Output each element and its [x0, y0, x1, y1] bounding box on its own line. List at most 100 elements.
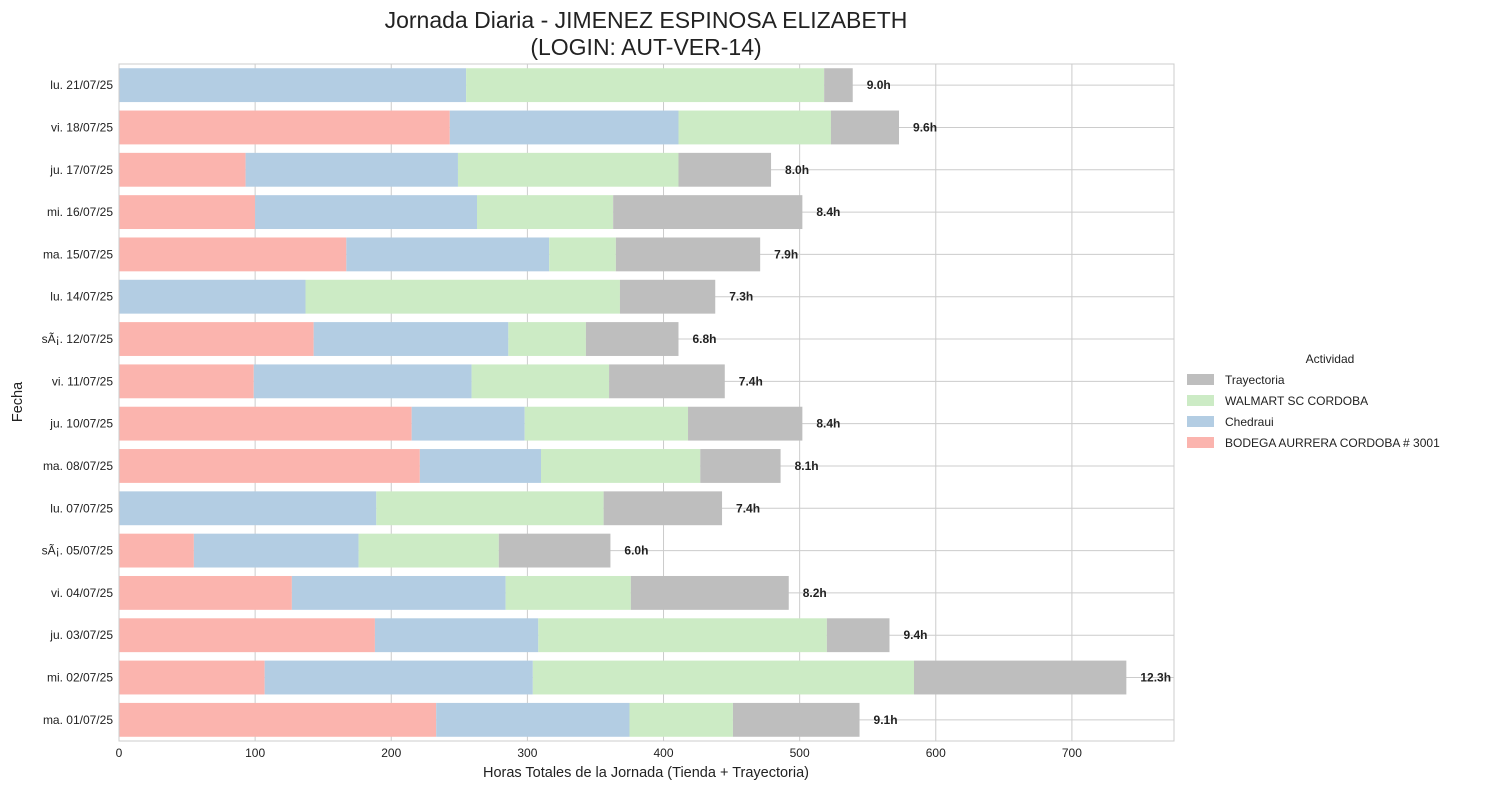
bar-segment [119, 195, 256, 230]
y-tick-label: ju. 10/07/25 [49, 417, 113, 431]
bar-total-label: 7.3h [729, 290, 753, 304]
bar-total-label: 8.4h [816, 205, 840, 219]
y-tick-label: ma. 08/07/25 [43, 459, 113, 473]
bar-segment [119, 406, 412, 441]
bar-segment [119, 364, 254, 399]
bar-segment [253, 364, 472, 399]
bar-segment [119, 322, 314, 356]
y-tick-label: lu. 21/07/25 [50, 78, 113, 92]
bar-segment [119, 152, 246, 187]
y-tick-label: ma. 01/07/25 [43, 713, 113, 727]
bar-total-label: 9.1h [874, 713, 898, 727]
y-tick-label: sÃ¡. 05/07/25 [42, 544, 114, 558]
x-tick-label: 100 [245, 746, 265, 760]
bar-segment [466, 68, 825, 103]
bar-segment [629, 702, 733, 737]
bar-segment [264, 660, 533, 695]
bar-segment [505, 575, 631, 610]
legend: Actividad Trayectoria WALMART SC CORDOBA C… [1187, 352, 1440, 450]
bar-total-label: 8.2h [803, 586, 827, 600]
bar-segment [508, 322, 586, 356]
bar-total-label: 6.0h [624, 544, 648, 558]
bar-segment [457, 152, 679, 187]
bar-segment [305, 279, 620, 314]
bar-segment [358, 533, 499, 568]
bar-segment [678, 152, 772, 187]
bar-total-label: 8.4h [816, 417, 840, 431]
bar-segment [549, 237, 616, 272]
legend-swatch [1187, 374, 1214, 385]
y-tick-label: sÃ¡. 12/07/25 [42, 332, 114, 346]
chart-title: Jornada Diaria - JIMENEZ ESPINOSA ELIZAB… [385, 7, 908, 33]
bar-segment [119, 618, 375, 653]
y-tick-label: vi. 18/07/25 [51, 120, 113, 134]
bar-segment [498, 533, 611, 568]
bar-total-label: 9.0h [867, 78, 891, 92]
bar-segment [119, 660, 265, 695]
bar-segment [471, 364, 610, 399]
bars [119, 68, 1127, 737]
bar-segment [585, 322, 679, 356]
bar-total-label: 9.6h [913, 120, 937, 134]
legend-swatch [1187, 416, 1214, 427]
bar-segment [678, 110, 831, 145]
bar-segment [119, 533, 194, 568]
legend-swatch [1187, 437, 1214, 448]
x-tick-label: 700 [1062, 746, 1082, 760]
y-tick-label: ma. 15/07/25 [43, 247, 113, 261]
bar-total-label: 7.9h [774, 247, 798, 261]
bar-segment [291, 575, 506, 610]
bar-segment [245, 152, 458, 187]
bar-segment [255, 195, 478, 230]
bar-segment [732, 702, 860, 737]
legend-title: Actividad [1306, 352, 1355, 366]
bar-segment [411, 406, 525, 441]
x-tick-label: 400 [654, 746, 674, 760]
legend-entry: Trayectoria [1225, 373, 1285, 387]
bar-segment [826, 618, 890, 653]
legend-entry: BODEGA AURRERA CORDOBA # 3001 [1225, 436, 1440, 450]
bar-segment [824, 68, 853, 103]
bar-total-label: 9.4h [903, 628, 927, 642]
legend-swatch [1187, 395, 1214, 406]
x-tick-label: 200 [381, 746, 401, 760]
y-tick-label: vi. 11/07/25 [52, 374, 113, 388]
bar-segment [346, 237, 550, 272]
bar-segment [374, 618, 539, 653]
bar-segment [119, 449, 420, 483]
bar-segment [313, 322, 509, 356]
chart-subtitle: (LOGIN: AUT-VER-14) [530, 34, 761, 60]
bar-segment [700, 449, 781, 483]
bar-segment [119, 279, 306, 314]
bar-segment [119, 702, 437, 737]
bar-segment [119, 110, 450, 145]
bar-segment [630, 575, 789, 610]
x-tick-label: 300 [517, 746, 537, 760]
bar-segment [436, 702, 630, 737]
bar-segment [193, 533, 359, 568]
bar-segment [119, 237, 347, 272]
y-axis-label: Fecha [10, 381, 26, 422]
plot-frame [118, 63, 1175, 742]
bar-segment [613, 195, 803, 230]
bar-total-label: 12.3h [1140, 671, 1171, 685]
bar-segment [609, 364, 725, 399]
y-tick-label: vi. 04/07/25 [51, 586, 113, 600]
y-tick-label: lu. 07/07/25 [50, 501, 113, 515]
x-tick-label: 0 [116, 746, 123, 760]
bar-segment [119, 575, 292, 610]
bar-total-label: 7.4h [739, 374, 763, 388]
y-tick-label: lu. 14/07/25 [50, 290, 113, 304]
x-axis-label: Horas Totales de la Jornada (Tienda + Tr… [483, 765, 809, 781]
bar-segment [477, 195, 614, 230]
bar-segment [830, 110, 900, 145]
data-labels: 9.0h 9.6h 8.0h 8.4h 7.9h 7.3h 6.8h 7.4h 8.4h 8.1h… [624, 78, 1171, 727]
bar-segment [688, 406, 803, 441]
bar-segment [541, 449, 701, 483]
bar-total-label: 8.1h [795, 459, 819, 473]
x-tick-label: 600 [926, 746, 946, 760]
bar-total-label: 6.8h [692, 332, 716, 346]
bar-total-label: 8.0h [785, 163, 809, 177]
legend-entry: Chedraui [1225, 415, 1274, 429]
